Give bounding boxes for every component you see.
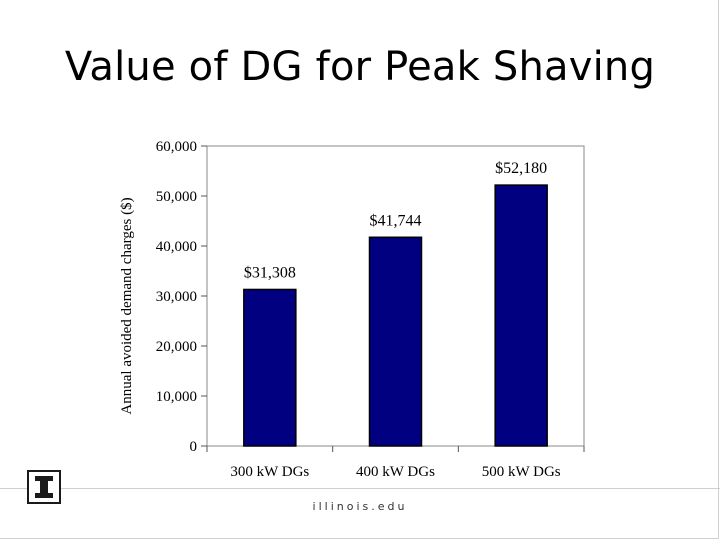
x-category-label: 400 kW DGs	[356, 464, 435, 480]
y-axis-label: Annual avoided demand charges ($)	[119, 197, 135, 414]
block-i-logo-icon	[27, 470, 61, 504]
x-category-label: 300 kW DGs	[230, 464, 309, 480]
footer-url: illinois.edu	[312, 500, 408, 513]
bar-data-label: $31,308	[244, 264, 296, 281]
y-tick-label: 60,000	[156, 139, 197, 155]
y-tick-label: 0	[190, 439, 198, 455]
bar-data-label: $41,744	[370, 212, 422, 229]
y-tick-label: 20,000	[156, 339, 197, 355]
footer-divider	[0, 488, 720, 489]
bar-chart: 0 10,000 20,000 30,000 40,000 50,000 60,000 Ann…	[119, 139, 585, 480]
y-tick-label: 50,000	[156, 189, 197, 205]
y-tick-label: 10,000	[156, 389, 197, 405]
bar-data-label: $52,180	[495, 160, 547, 177]
bar	[494, 184, 548, 447]
slide-title: Value of DG for Peak Shaving	[64, 44, 656, 90]
y-tick-label: 40,000	[156, 239, 197, 255]
bar	[243, 288, 297, 447]
y-tick-label: 30,000	[156, 289, 197, 305]
bar	[368, 236, 423, 447]
x-category-label: 500 kW DGs	[482, 464, 561, 480]
